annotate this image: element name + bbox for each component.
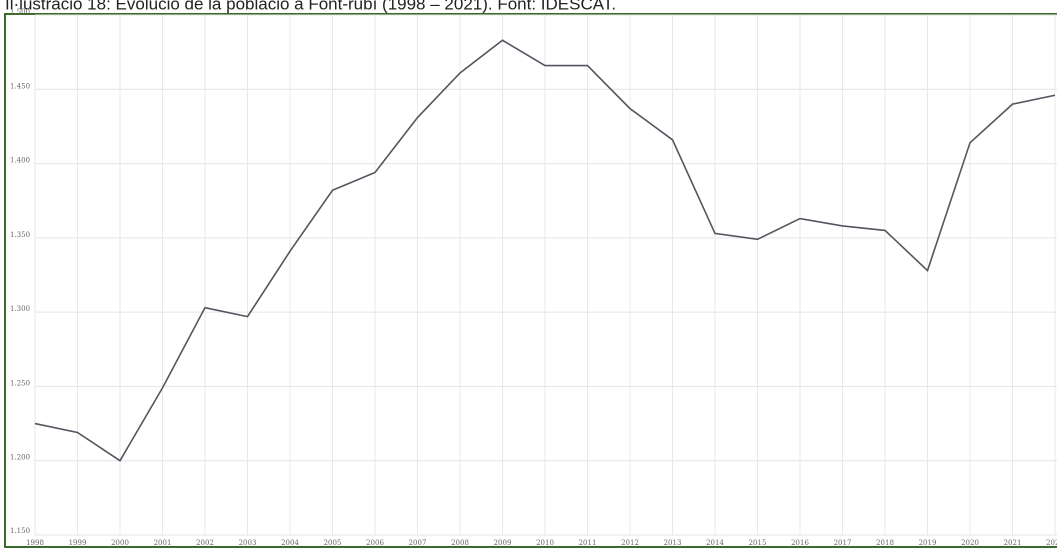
x-tick-label: 2022 <box>1046 539 1057 547</box>
x-tick-label: 2019 <box>919 539 937 547</box>
x-tick-label: 2000 <box>111 539 129 547</box>
frame <box>4 13 1057 548</box>
data-line <box>34 39 1056 462</box>
x-tick-label: 2020 <box>961 539 979 547</box>
y-tick-label: 1.300 <box>10 305 30 313</box>
x-tick-label: 2001 <box>154 539 172 547</box>
y-tick-label: 1.150 <box>10 527 30 535</box>
x-tick-label: 2016 <box>791 539 809 547</box>
x-tick-label: 1999 <box>69 539 87 547</box>
x-tick-label: 2005 <box>324 539 342 547</box>
x-tick-label: 2002 <box>196 539 214 547</box>
x-tick-label: 2013 <box>664 539 682 547</box>
x-tick-label: 2015 <box>749 539 767 547</box>
y-tick-label: 1.200 <box>10 454 30 462</box>
x-tick-label: 2017 <box>834 539 852 547</box>
x-tick-label: 2014 <box>706 539 724 547</box>
y-tick-label: 1.450 <box>10 82 30 90</box>
chart-title: Il·lustració 18: Evolució de la població… <box>5 0 616 13</box>
y-tick-label: 1.250 <box>10 379 30 387</box>
y-tick-label: 1.400 <box>10 157 30 165</box>
x-tick-label: 1998 <box>26 539 44 547</box>
x-tick-label: 2021 <box>1004 539 1022 547</box>
y-tick-label: 1.500 <box>10 8 30 16</box>
y-tick-label: 1.350 <box>10 231 30 239</box>
x-tick-label: 2007 <box>409 539 427 547</box>
x-tick-label: 2003 <box>239 539 257 547</box>
x-tick-label: 2011 <box>579 539 597 547</box>
x-tick-label: 2008 <box>451 539 469 547</box>
x-tick-label: 2009 <box>494 539 512 547</box>
x-tick-label: 2018 <box>876 539 894 547</box>
x-tick-label: 2004 <box>281 539 299 547</box>
x-tick-label: 2010 <box>536 539 554 547</box>
x-tick-label: 2006 <box>366 539 384 547</box>
x-tick-label: 2012 <box>621 539 639 547</box>
